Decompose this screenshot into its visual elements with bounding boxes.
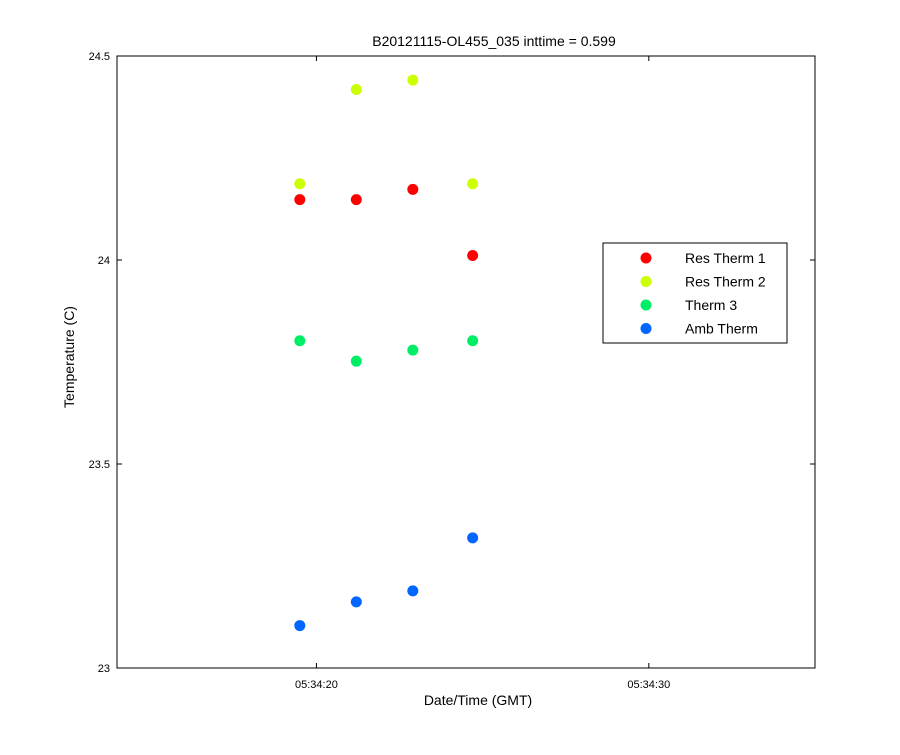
legend-marker bbox=[640, 252, 652, 264]
x-axis: 05:34:20 05:34:30 bbox=[295, 56, 670, 691]
legend-label: Therm 3 bbox=[685, 297, 737, 313]
data-point bbox=[350, 596, 362, 608]
x-tick-label: 05:34:20 bbox=[295, 679, 338, 691]
data-point bbox=[294, 335, 306, 347]
data-point bbox=[294, 620, 306, 632]
legend-label: Res Therm 2 bbox=[685, 274, 766, 290]
x-axis-label: Date/Time (GMT) bbox=[424, 692, 532, 708]
data-point bbox=[467, 178, 479, 190]
legend-marker bbox=[640, 299, 652, 311]
data-point bbox=[294, 194, 306, 206]
data-point bbox=[407, 74, 419, 86]
y-tick-label: 23 bbox=[98, 663, 110, 675]
legend: Res Therm 1 Res Therm 2 Therm 3 Amb Therm bbox=[602, 242, 788, 344]
plot-area bbox=[116, 55, 816, 669]
data-point bbox=[467, 532, 479, 544]
legend-label: Res Therm 1 bbox=[685, 250, 766, 266]
data-point bbox=[350, 355, 362, 367]
legend-box bbox=[602, 242, 788, 344]
x-tick-label: 05:34:30 bbox=[627, 679, 670, 691]
legend-label: Amb Therm bbox=[685, 321, 758, 337]
y-tick-label: 23.5 bbox=[89, 459, 110, 471]
data-point bbox=[407, 183, 419, 195]
legend-marker bbox=[640, 276, 652, 287]
data-point bbox=[350, 83, 362, 95]
data-point bbox=[294, 178, 306, 190]
y-axis: 23 23.5 24 24.5 bbox=[89, 51, 815, 675]
data-points bbox=[294, 74, 479, 632]
data-point bbox=[350, 194, 362, 206]
data-point bbox=[467, 335, 479, 347]
chart-title: B20121115-OL455_035 inttime = 0.599 bbox=[372, 33, 616, 49]
y-tick-label: 24 bbox=[98, 255, 110, 267]
legend-marker bbox=[640, 323, 652, 334]
y-axis-label: Temperature (C) bbox=[61, 306, 77, 408]
data-point bbox=[407, 344, 419, 356]
y-tick-label: 24.5 bbox=[89, 51, 110, 63]
data-point bbox=[407, 585, 419, 597]
data-point bbox=[467, 250, 479, 262]
